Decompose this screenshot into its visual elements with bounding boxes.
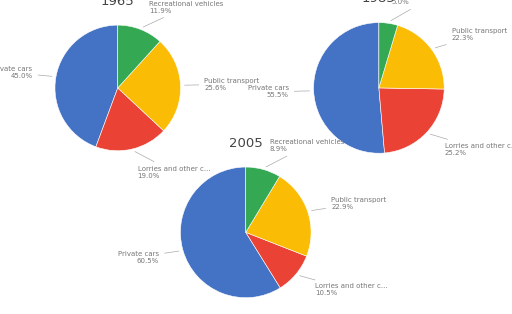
Text: Private cars
60.5%: Private cars 60.5% [118,251,179,264]
Wedge shape [246,167,280,232]
Text: Public transport
22.9%: Public transport 22.9% [312,197,387,211]
Wedge shape [118,41,181,131]
Wedge shape [246,176,311,256]
Wedge shape [379,88,444,153]
Title: 1965: 1965 [101,0,135,8]
Wedge shape [118,25,160,88]
Text: Lorries and other c...
19.0%: Lorries and other c... 19.0% [135,152,210,179]
Text: Lorries and other c...
10.5%: Lorries and other c... 10.5% [300,276,388,296]
Text: Recreational vehicles
8.9%: Recreational vehicles 8.9% [266,139,345,167]
Wedge shape [96,88,164,151]
Title: 2005: 2005 [229,137,263,149]
Text: Public transport
22.3%: Public transport 22.3% [435,28,507,48]
Wedge shape [246,232,307,288]
Wedge shape [180,167,280,298]
Text: Public transport
25.6%: Public transport 25.6% [184,78,260,91]
Text: Private cars
55.5%: Private cars 55.5% [248,85,310,98]
Wedge shape [313,23,385,153]
Wedge shape [379,23,398,88]
Title: 1985: 1985 [362,0,396,5]
Wedge shape [55,25,118,147]
Text: Recreational vehicles
5.0%: Recreational vehicles 5.0% [391,0,466,21]
Text: Recreational vehicles
11.9%: Recreational vehicles 11.9% [143,1,223,27]
Text: Lorries and other c...
25.2%: Lorries and other c... 25.2% [430,134,512,156]
Text: Private cars
45.0%: Private cars 45.0% [0,66,52,79]
Wedge shape [379,25,444,89]
